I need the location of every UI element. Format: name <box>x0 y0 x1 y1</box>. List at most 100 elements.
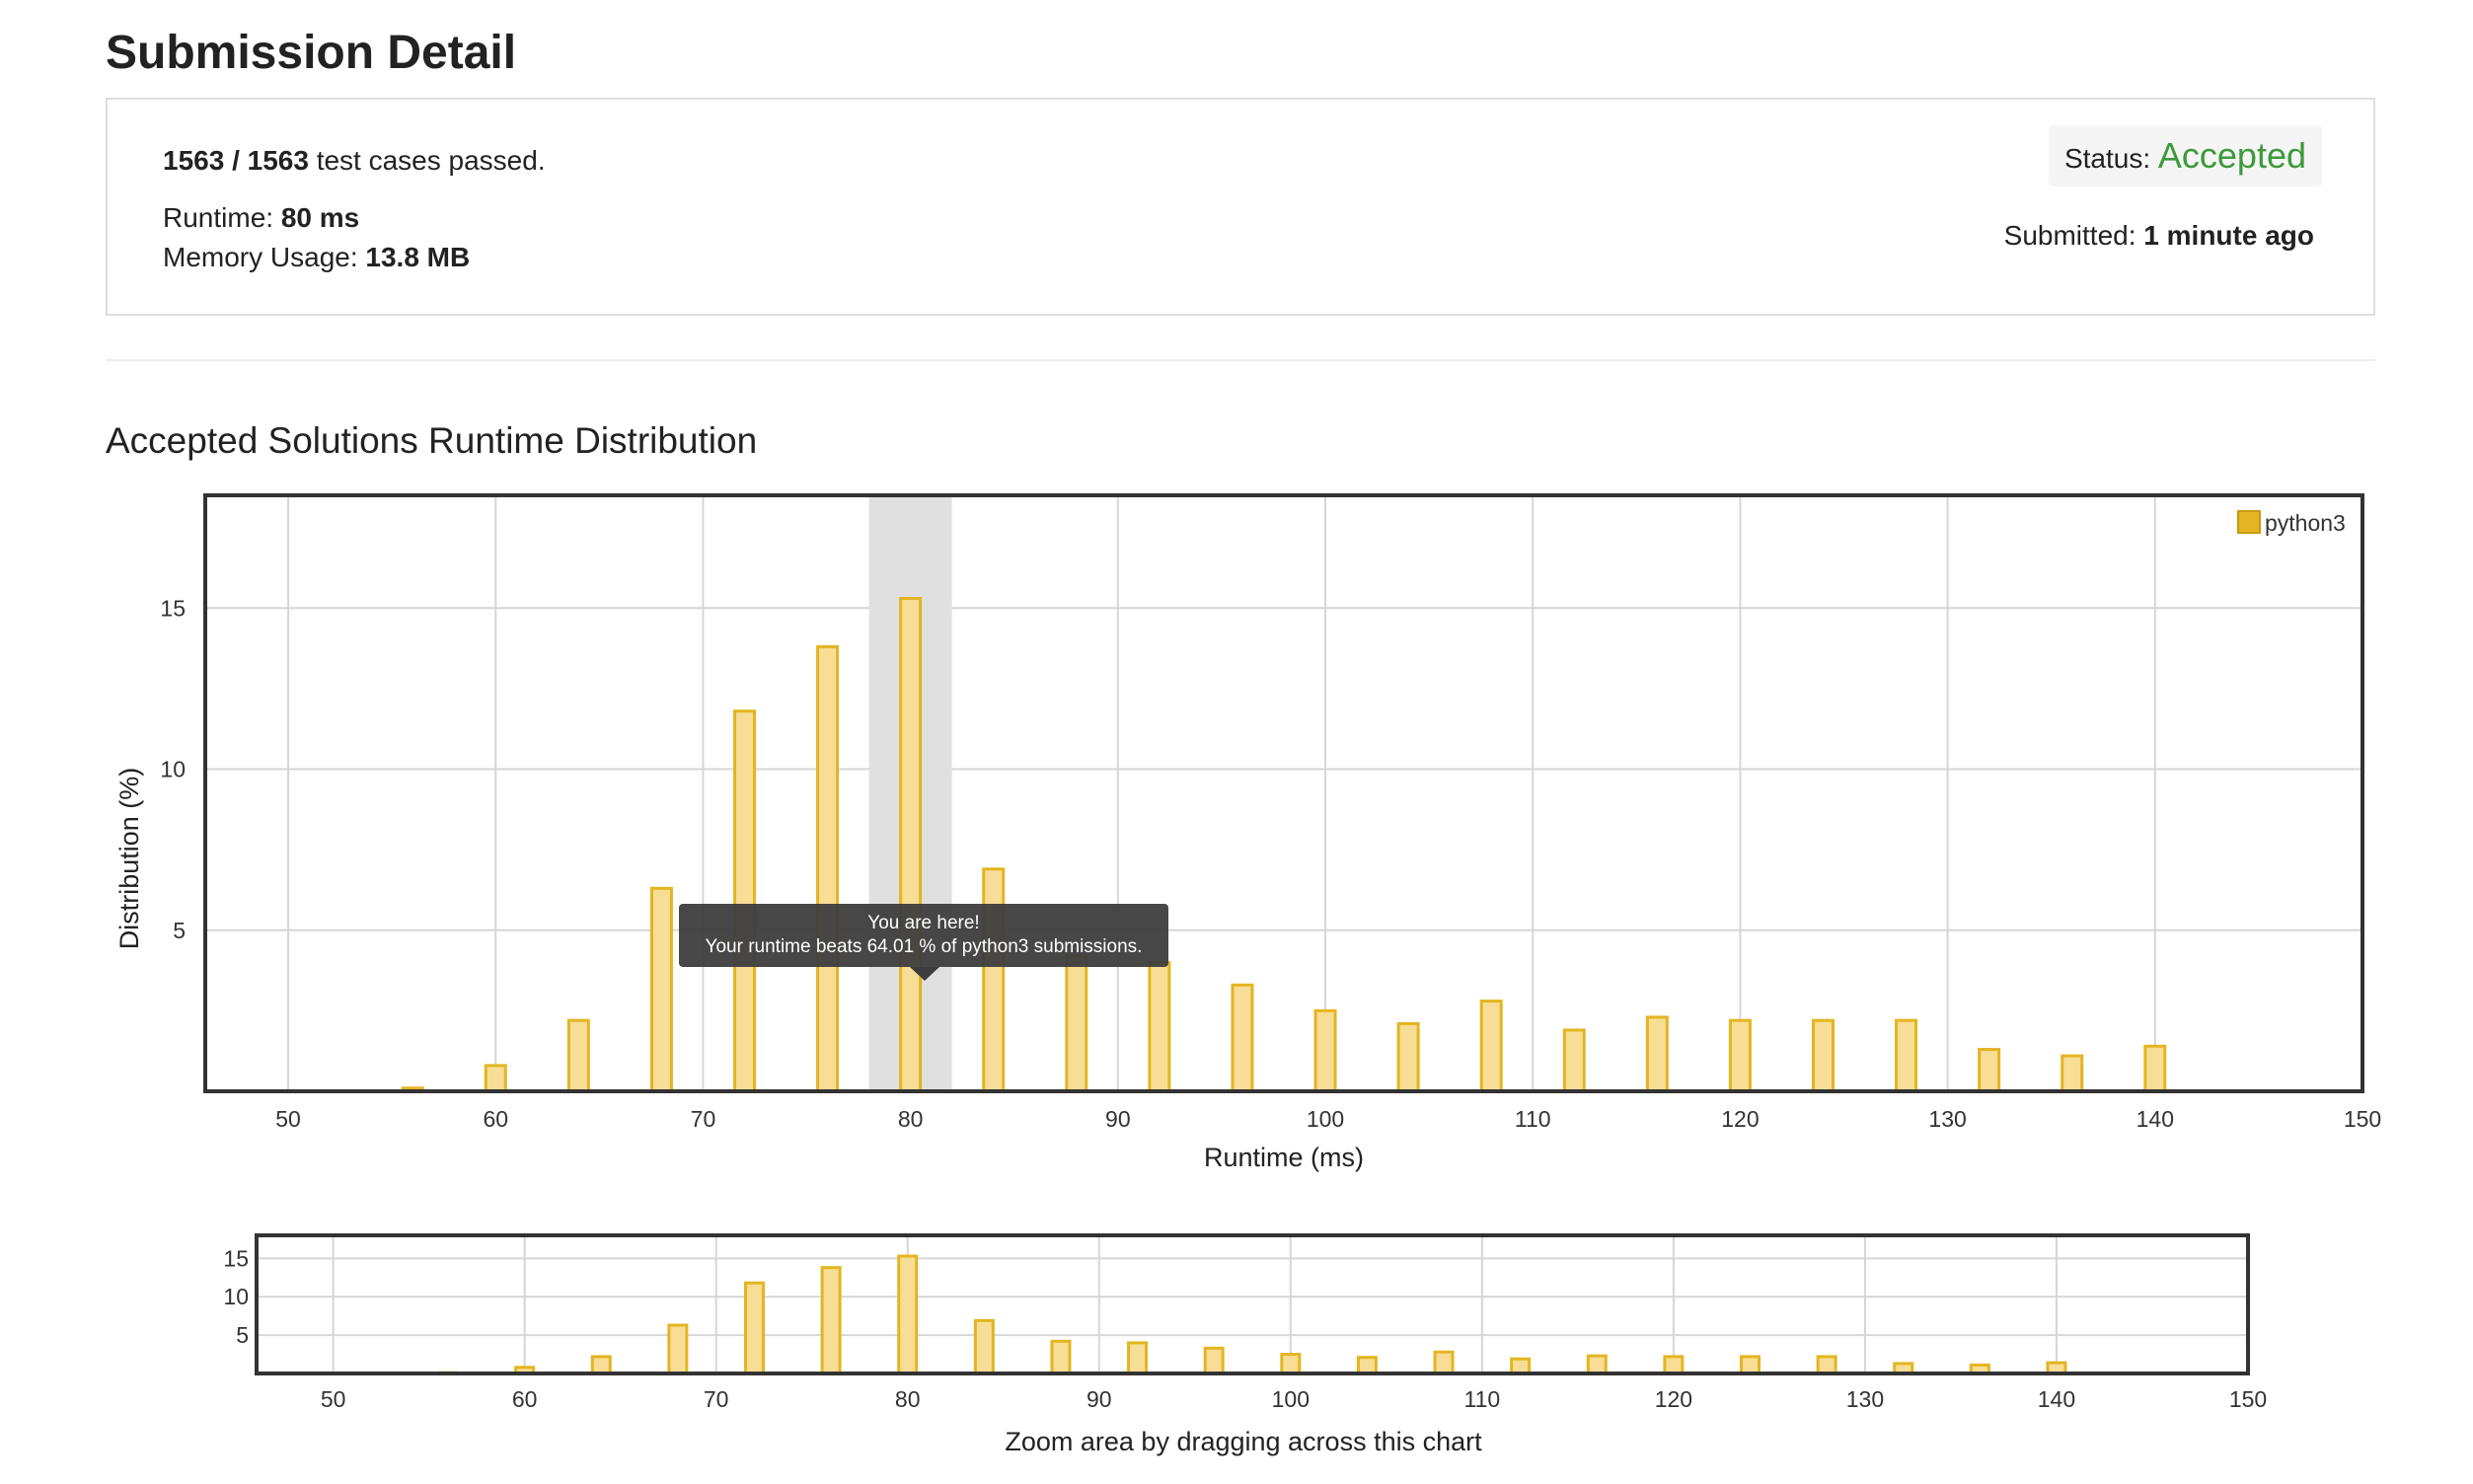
x-tick-label: 140 <box>2136 1106 2174 1132</box>
bar-132ms[interactable] <box>1978 1048 2001 1093</box>
bar-116ms[interactable] <box>1645 1015 1669 1093</box>
bar-60ms[interactable] <box>484 1064 507 1093</box>
bar-124ms <box>1740 1355 1761 1375</box>
legend-swatch-python3 <box>2237 510 2261 534</box>
bar-88ms <box>1050 1339 1072 1375</box>
bar-108ms[interactable] <box>1479 1000 1503 1093</box>
y-axis-label: Distribution (%) <box>114 768 144 950</box>
legend[interactable]: python3 <box>2237 510 2346 536</box>
test-cases-line: 1563 / 1563 test cases passed. <box>163 145 546 177</box>
memory-line: Memory Usage: 13.8 MB <box>163 242 470 273</box>
bar-64ms[interactable] <box>566 1018 590 1093</box>
y-tick-label: 10 <box>160 757 186 782</box>
bar-116ms <box>1586 1354 1608 1375</box>
x-tick-label: 70 <box>691 1106 716 1132</box>
bar-84ms[interactable] <box>982 867 1006 1093</box>
tests-passed-count: 1563 / 1563 <box>163 145 309 176</box>
bar-100ms <box>1280 1353 1302 1375</box>
bar-68ms <box>667 1323 689 1375</box>
plot-border <box>203 493 2364 1093</box>
tests-passed-suffix: test cases passed. <box>308 145 546 176</box>
bar-88ms[interactable] <box>1065 954 1088 1093</box>
bar-76ms[interactable] <box>816 644 840 1093</box>
x-tick-label: 90 <box>1087 1386 1112 1412</box>
x-tick-label: 100 <box>1307 1106 1344 1132</box>
bar-124ms[interactable] <box>1812 1018 1835 1093</box>
page-title: Submission Detail <box>106 27 517 79</box>
runtime-value: 80 ms <box>280 202 360 233</box>
bar-128ms <box>1816 1355 1837 1375</box>
x-tick-label: 70 <box>704 1386 729 1412</box>
plot-background <box>205 495 2362 1091</box>
navigator-background <box>257 1235 2248 1373</box>
navigator-border <box>255 1233 2250 1375</box>
x-tick-label: 50 <box>321 1386 346 1412</box>
bar-76ms <box>820 1266 842 1375</box>
runtime-line: Runtime: 80 ms <box>163 202 359 234</box>
bar-104ms[interactable] <box>1396 1021 1420 1093</box>
tooltip-line-1: You are here! <box>867 913 979 933</box>
memory-value: 13.8 MB <box>365 242 471 272</box>
x-tick-label: 90 <box>1105 1106 1131 1132</box>
bar-96ms <box>1203 1346 1225 1375</box>
navigator-y-ticks: 5 10 15 <box>223 1245 249 1348</box>
bar-series-python3[interactable] <box>401 596 2167 1093</box>
bar-84ms <box>973 1318 995 1375</box>
x-tick-label: 120 <box>1721 1106 1759 1132</box>
x-tick-label: 100 <box>1272 1386 1310 1412</box>
bar-104ms <box>1356 1356 1378 1375</box>
legend-label-python3: python3 <box>2265 510 2346 536</box>
x-tick-label: 110 <box>1464 1386 1501 1412</box>
y-tick-label: 5 <box>173 918 186 943</box>
runtime-label: Runtime: <box>163 202 281 233</box>
navigator-x-ticks: 50 60 70 80 90 100 110 120 130 140 150 <box>321 1386 2267 1412</box>
bar-72ms <box>744 1281 765 1375</box>
x-tick-label: 80 <box>895 1386 921 1412</box>
x-tick-label: 120 <box>1655 1386 1692 1412</box>
tooltip-line-2: Your runtime beats 64.01 % of python3 su… <box>706 936 1143 957</box>
navigator-chart[interactable]: 50 60 70 80 90 100 110 120 130 140 150 5 10 15 Zoom … <box>0 1214 2473 1480</box>
tooltip-box <box>679 904 1168 967</box>
bar-80ms[interactable] <box>899 596 923 1093</box>
memory-label: Memory Usage: <box>163 242 366 272</box>
y-tick-label: 15 <box>223 1245 249 1271</box>
bar-96ms[interactable] <box>1231 983 1254 1093</box>
x-tick-label: 140 <box>2038 1386 2075 1412</box>
status-label: Status: <box>2063 143 2158 174</box>
bar-92ms[interactable] <box>1148 960 1171 1093</box>
x-axis-label: Runtime (ms) <box>1204 1143 1364 1172</box>
navigator-caption: Zoom area by dragging across this chart <box>1005 1427 1482 1456</box>
bar-136ms[interactable] <box>2061 1054 2084 1093</box>
bar-140ms[interactable] <box>2143 1044 2167 1093</box>
y-axis-ticks: 5 10 15 <box>160 595 186 942</box>
bar-80ms <box>897 1254 919 1375</box>
y-tick-label: 10 <box>223 1284 249 1309</box>
bar-120ms <box>1663 1355 1685 1375</box>
bar-72ms[interactable] <box>733 709 756 1093</box>
navigator-grid <box>257 1235 2249 1373</box>
submitted-label: Submitted: <box>2003 220 2144 251</box>
bar-64ms <box>590 1355 612 1375</box>
submission-summary: 1563 / 1563 test cases passed. Runtime: … <box>106 98 2375 316</box>
bar-100ms[interactable] <box>1313 1008 1337 1093</box>
submitted-value[interactable]: 1 minute ago <box>2143 220 2314 251</box>
bar-120ms[interactable] <box>1728 1018 1752 1093</box>
x-tick-label: 150 <box>2344 1106 2381 1132</box>
section-title: Accepted Solutions Runtime Distribution <box>106 420 758 461</box>
bar-128ms[interactable] <box>1895 1018 1918 1093</box>
x-tick-label: 80 <box>898 1106 924 1132</box>
y-tick-label: 15 <box>160 595 186 621</box>
x-tick-label: 150 <box>2229 1386 2267 1412</box>
bar-68ms[interactable] <box>649 886 673 1093</box>
submitted-line: Submitted: 1 minute ago <box>2004 220 2314 252</box>
x-tick-label: 110 <box>1515 1106 1551 1132</box>
x-tick-label: 130 <box>1846 1386 1884 1412</box>
runtime-tooltip: You are here! Your runtime beats 64.01 %… <box>679 904 1168 981</box>
runtime-distribution-chart[interactable]: 50 60 70 80 90 100 110 120 130 140 150 5 10 15 Runti… <box>0 483 2473 1194</box>
y-tick-label: 5 <box>236 1322 249 1348</box>
bar-108ms <box>1433 1350 1455 1375</box>
bar-112ms[interactable] <box>1562 1028 1586 1093</box>
x-tick-label: 50 <box>275 1106 301 1132</box>
bar-112ms <box>1510 1357 1532 1375</box>
x-axis-ticks: 50 60 70 80 90 100 110 120 130 140 150 <box>275 1106 2381 1132</box>
